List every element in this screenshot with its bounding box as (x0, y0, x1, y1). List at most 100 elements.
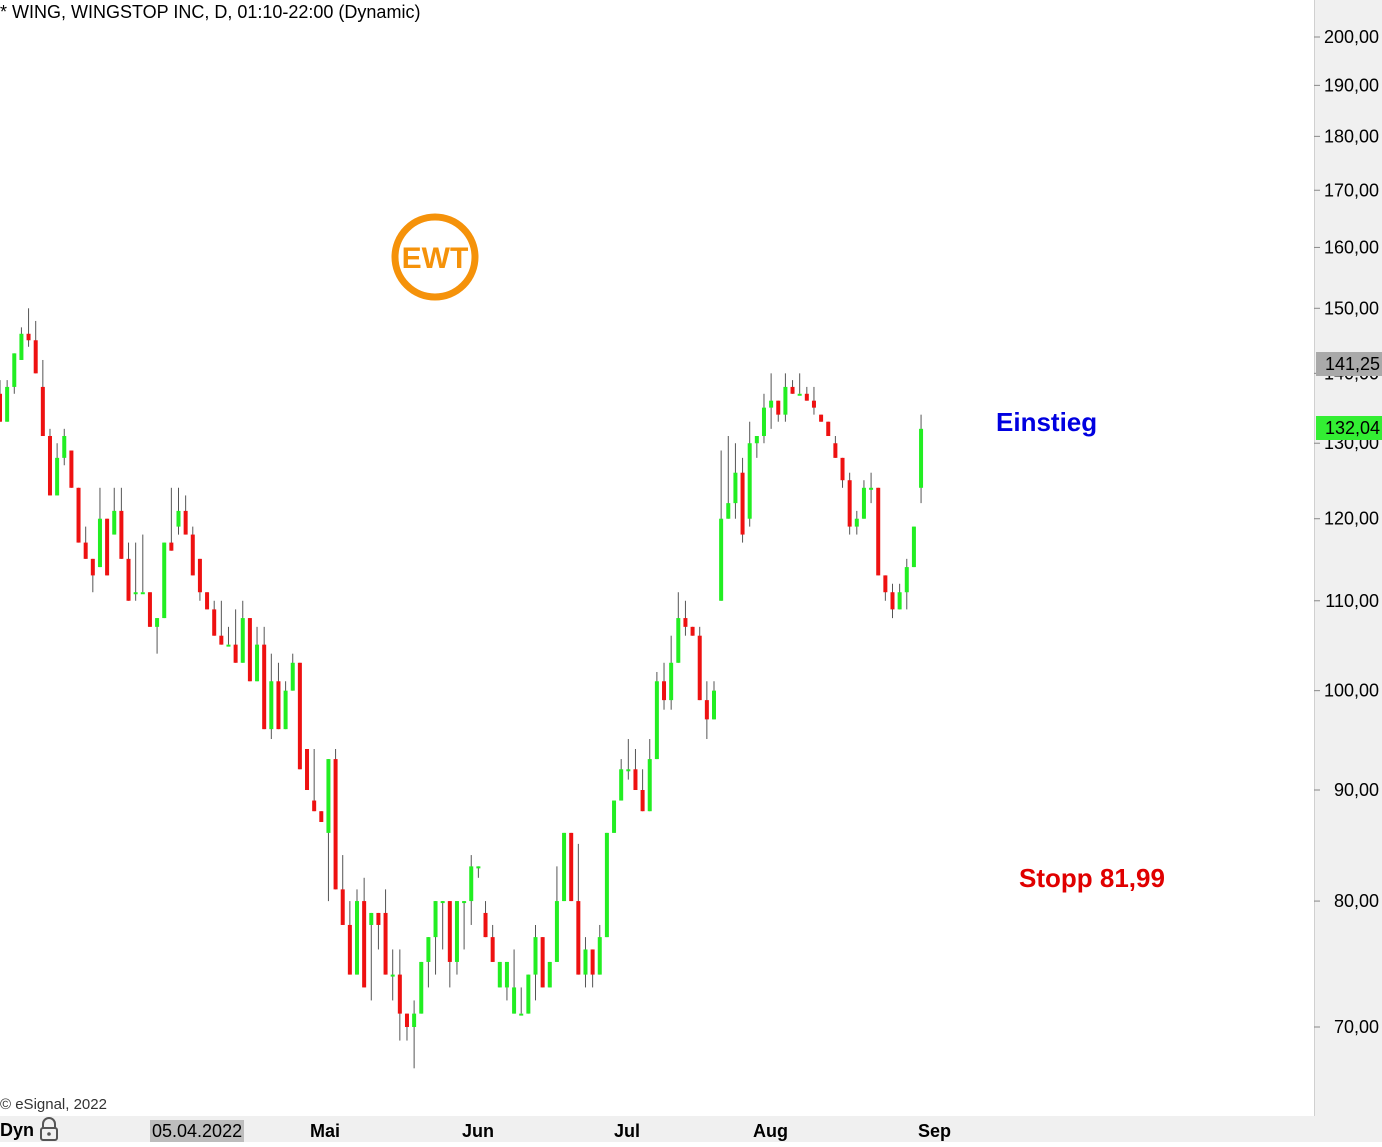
candle-body (597, 937, 602, 975)
candle-body (483, 912, 488, 938)
candle (233, 609, 238, 663)
candle (447, 901, 452, 988)
candle (904, 558, 909, 610)
candle-body (340, 889, 345, 925)
candle (604, 832, 609, 938)
candle-body (454, 901, 459, 962)
candle-body (676, 618, 681, 663)
candle (704, 681, 709, 740)
candle (776, 400, 781, 422)
candle-body (469, 866, 474, 902)
candle (497, 961, 502, 988)
candle (5, 380, 10, 422)
candle-body (233, 644, 238, 663)
month-label-jul: Jul (614, 1121, 641, 1141)
candle (490, 924, 495, 962)
candle-body (255, 644, 260, 682)
candle (112, 487, 117, 535)
candle (426, 937, 431, 988)
dynamic-mode-label[interactable]: Dyn (0, 1120, 35, 1140)
candle-body (490, 937, 495, 962)
candle-body (69, 450, 74, 488)
candle-body (547, 961, 552, 988)
copyright-text: © eSignal, 2022 (0, 1096, 107, 1113)
candle-body (533, 937, 538, 975)
y-tick-label: 160,00 (1324, 237, 1379, 257)
candle-body (433, 901, 438, 938)
candle-body (140, 592, 145, 595)
candle (340, 855, 345, 925)
y-tick-label: 170,00 (1324, 180, 1379, 200)
ewt-logo: EWT (390, 212, 480, 302)
candle-body (704, 700, 709, 720)
candle-body (319, 811, 324, 822)
candle-body (554, 901, 559, 962)
candle-body (347, 924, 352, 975)
month-label-mai: Mai (310, 1121, 341, 1141)
candle-body (40, 386, 45, 437)
candle (583, 937, 588, 988)
candle-body (904, 567, 909, 593)
price-axis-ticks: 200,00190,00180,00170,00160,00150,00140,… (1314, 27, 1379, 1037)
candle-body (83, 542, 88, 559)
candle-body (583, 949, 588, 975)
candle (769, 373, 774, 429)
logo-text: EWT (402, 242, 469, 275)
chart-title: * WING, WINGSTOP INC, D, 01:10-22:00 (Dy… (0, 2, 421, 22)
candle-body (397, 974, 402, 1014)
candle-body (205, 592, 210, 610)
candle-body (604, 832, 609, 938)
candle-body (790, 386, 795, 394)
candle (512, 949, 517, 1014)
candle (533, 924, 538, 1001)
candle-body (869, 487, 874, 490)
candle (647, 739, 652, 812)
candle (811, 386, 816, 415)
candle (83, 526, 88, 559)
candle (740, 457, 745, 543)
candle-body (640, 790, 645, 812)
candle-body (854, 518, 859, 527)
candle (390, 949, 395, 1001)
candle (633, 748, 638, 791)
candle-body (911, 526, 916, 568)
candle-body (519, 1013, 524, 1016)
candle (726, 436, 731, 519)
candle (790, 380, 795, 394)
chart-area[interactable] (0, 0, 1314, 1116)
candle-body (76, 487, 81, 543)
candle-body (276, 681, 281, 730)
candle (119, 487, 124, 559)
lock-icon[interactable] (38, 1117, 60, 1142)
candle-body (376, 912, 381, 925)
candle-body (283, 690, 288, 730)
price-axis[interactable] (1314, 0, 1382, 1116)
candle (205, 592, 210, 610)
candle-body (826, 421, 831, 437)
y-tick-label: 200,00 (1324, 27, 1379, 47)
candle (269, 653, 274, 740)
candle-body (290, 662, 295, 691)
candle-body (362, 901, 367, 988)
candle (333, 748, 338, 890)
candle (483, 901, 488, 938)
candle-body (369, 912, 374, 925)
candle-body (26, 333, 31, 341)
candle-body (426, 937, 431, 962)
candle (476, 866, 481, 878)
candle-body (683, 618, 688, 627)
candle-body (647, 759, 652, 812)
candle (804, 386, 809, 401)
candle-body (190, 534, 195, 576)
candle (262, 626, 267, 730)
candle (155, 618, 160, 654)
candle-body (526, 974, 531, 1014)
candle-body (47, 436, 52, 496)
candle (662, 662, 667, 710)
candle (819, 414, 824, 422)
candle-body (162, 542, 167, 619)
candle-body (19, 333, 24, 360)
candle (669, 635, 674, 710)
candle-body (540, 937, 545, 988)
candle (854, 510, 859, 535)
